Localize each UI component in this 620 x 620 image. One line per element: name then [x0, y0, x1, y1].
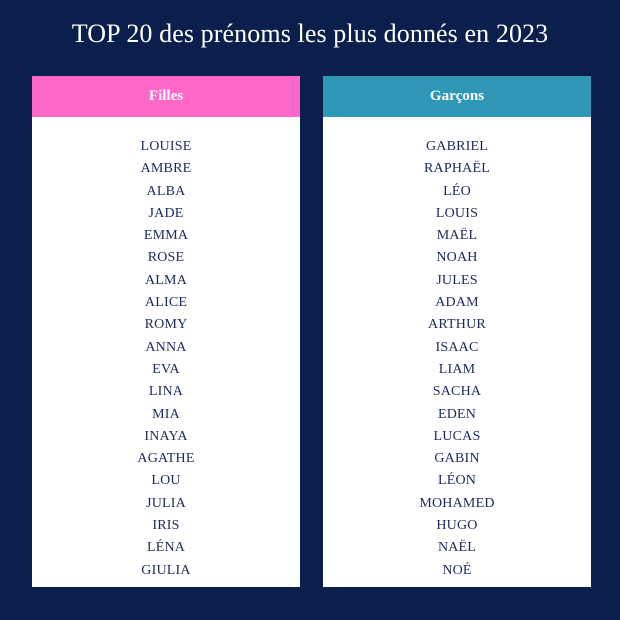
boys-name-item: ADAM — [435, 295, 479, 311]
boys-name-item: NOAH — [436, 250, 478, 266]
girls-name-item: AGATHE — [137, 451, 195, 467]
boys-name-item: LIAM — [438, 361, 476, 377]
girls-name-item: LINA — [148, 384, 184, 400]
girls-name-item: MIA — [152, 406, 180, 422]
boys-name-item: SACHA — [432, 384, 482, 400]
page-title: TOP 20 des prénoms les plus donnés en 20… — [71, 19, 549, 48]
girls-name-item: GIULIA — [141, 562, 191, 578]
girls-name-item: ALMA — [144, 272, 188, 288]
boys-name-item: NOÉ — [442, 562, 472, 578]
boys-name-item: ISAAC — [435, 339, 479, 355]
girls-name-item: ROMY — [144, 317, 188, 333]
boys-name-item: MAËL — [436, 228, 478, 244]
boys-name-item: MOHAMED — [419, 495, 495, 511]
boys-name-item: ARTHUR — [428, 317, 486, 333]
boys-name-item: NAËL — [437, 540, 477, 556]
girls-name-item: ALBA — [146, 183, 186, 199]
girls-name-item: EVA — [152, 361, 180, 377]
girls-name-list: LOUISE AMBRE ALBA JADE EMMA ROSE ALMA AL… — [32, 117, 300, 582]
boys-column: Garçons GABRIEL RAPHAËL LÉO LOUIS MAËL N… — [323, 76, 591, 587]
boys-name-item: GABIN — [434, 451, 480, 467]
boys-name-item: RAPHAËL — [424, 161, 490, 177]
boys-name-item: LÉON — [437, 473, 477, 489]
girls-name-item: INAYA — [144, 428, 188, 444]
boys-name-item: JULES — [436, 272, 478, 288]
girls-name-item: LOUISE — [140, 139, 192, 154]
girls-name-item: JADE — [148, 205, 184, 221]
boys-name-item: LOUIS — [435, 205, 479, 221]
girls-name-item: ANNA — [145, 339, 187, 355]
girls-name-item: IRIS — [152, 518, 180, 534]
boys-name-item: LÉO — [443, 183, 471, 199]
girls-column-header: Filles — [32, 76, 300, 117]
girls-name-item: EMMA — [143, 228, 189, 244]
girls-name-item: JULIA — [146, 495, 186, 511]
boys-name-item: LUCAS — [433, 428, 481, 444]
boys-name-item: HUGO — [436, 518, 478, 534]
girls-name-item: ROSE — [147, 250, 185, 266]
girls-column: Filles LOUISE AMBRE ALBA JADE EMMA ROSE … — [32, 76, 300, 587]
girls-name-item: LÉNA — [146, 540, 186, 556]
girls-name-item: LOU — [151, 473, 181, 489]
girls-name-item: ALICE — [144, 295, 188, 311]
boys-column-header: Garçons — [323, 76, 591, 117]
boys-name-item: GABRIEL — [425, 139, 489, 154]
boys-name-list: GABRIEL RAPHAËL LÉO LOUIS MAËL NOAH JULE… — [323, 117, 591, 582]
boys-name-item: EDEN — [437, 406, 477, 422]
girls-name-item: AMBRE — [140, 161, 192, 177]
